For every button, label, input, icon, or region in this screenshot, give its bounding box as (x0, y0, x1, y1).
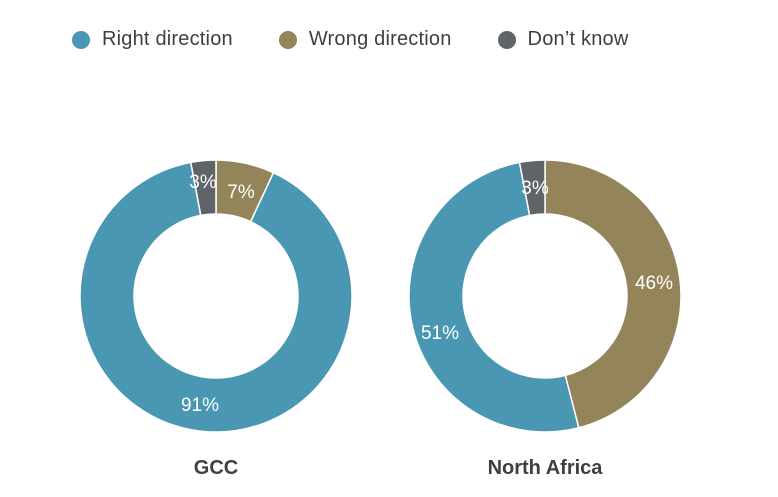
chart-title: GCC (194, 457, 238, 479)
donut-chart-north-africa: 51% 46% 3% North Africa (408, 159, 682, 479)
slice-label-right-direction: 91% (181, 395, 219, 416)
slice-label-right-direction: 51% (421, 323, 459, 344)
slice-right-direction (408, 161, 580, 433)
slice-dont-know (189, 159, 217, 217)
legend-item-right-direction: Right direction (72, 28, 233, 51)
slice-wrong-direction (544, 159, 682, 429)
slice-label-wrong-direction: 7% (227, 182, 255, 203)
slice-dont-know (518, 159, 546, 217)
legend-swatch-right-direction (72, 30, 90, 49)
slice-label-dont-know: 3% (521, 178, 549, 199)
chart-title: North Africa (488, 457, 604, 479)
legend-item-dont-know: Don’t know (497, 28, 629, 51)
legend-label-right-direction: Right direction (102, 28, 233, 50)
slice-label-dont-know: 3% (189, 172, 217, 193)
legend-label-dont-know: Don’t know (527, 28, 629, 50)
legend-item-wrong-direction: Wrong direction (278, 28, 452, 51)
legend-swatch-dont-know (497, 30, 516, 49)
slice-label-wrong-direction: 46% (635, 273, 673, 294)
legend-label-wrong-direction: Wrong direction (308, 28, 452, 50)
donut-chart-gcc: 91% 7% 3% GCC (79, 159, 353, 479)
slice-wrong-direction (215, 159, 275, 223)
chart-legend: Right direction Wrong direction Don’t kn… (72, 28, 628, 51)
legend-swatch-wrong-direction (278, 30, 297, 49)
slice-right-direction (79, 161, 353, 433)
